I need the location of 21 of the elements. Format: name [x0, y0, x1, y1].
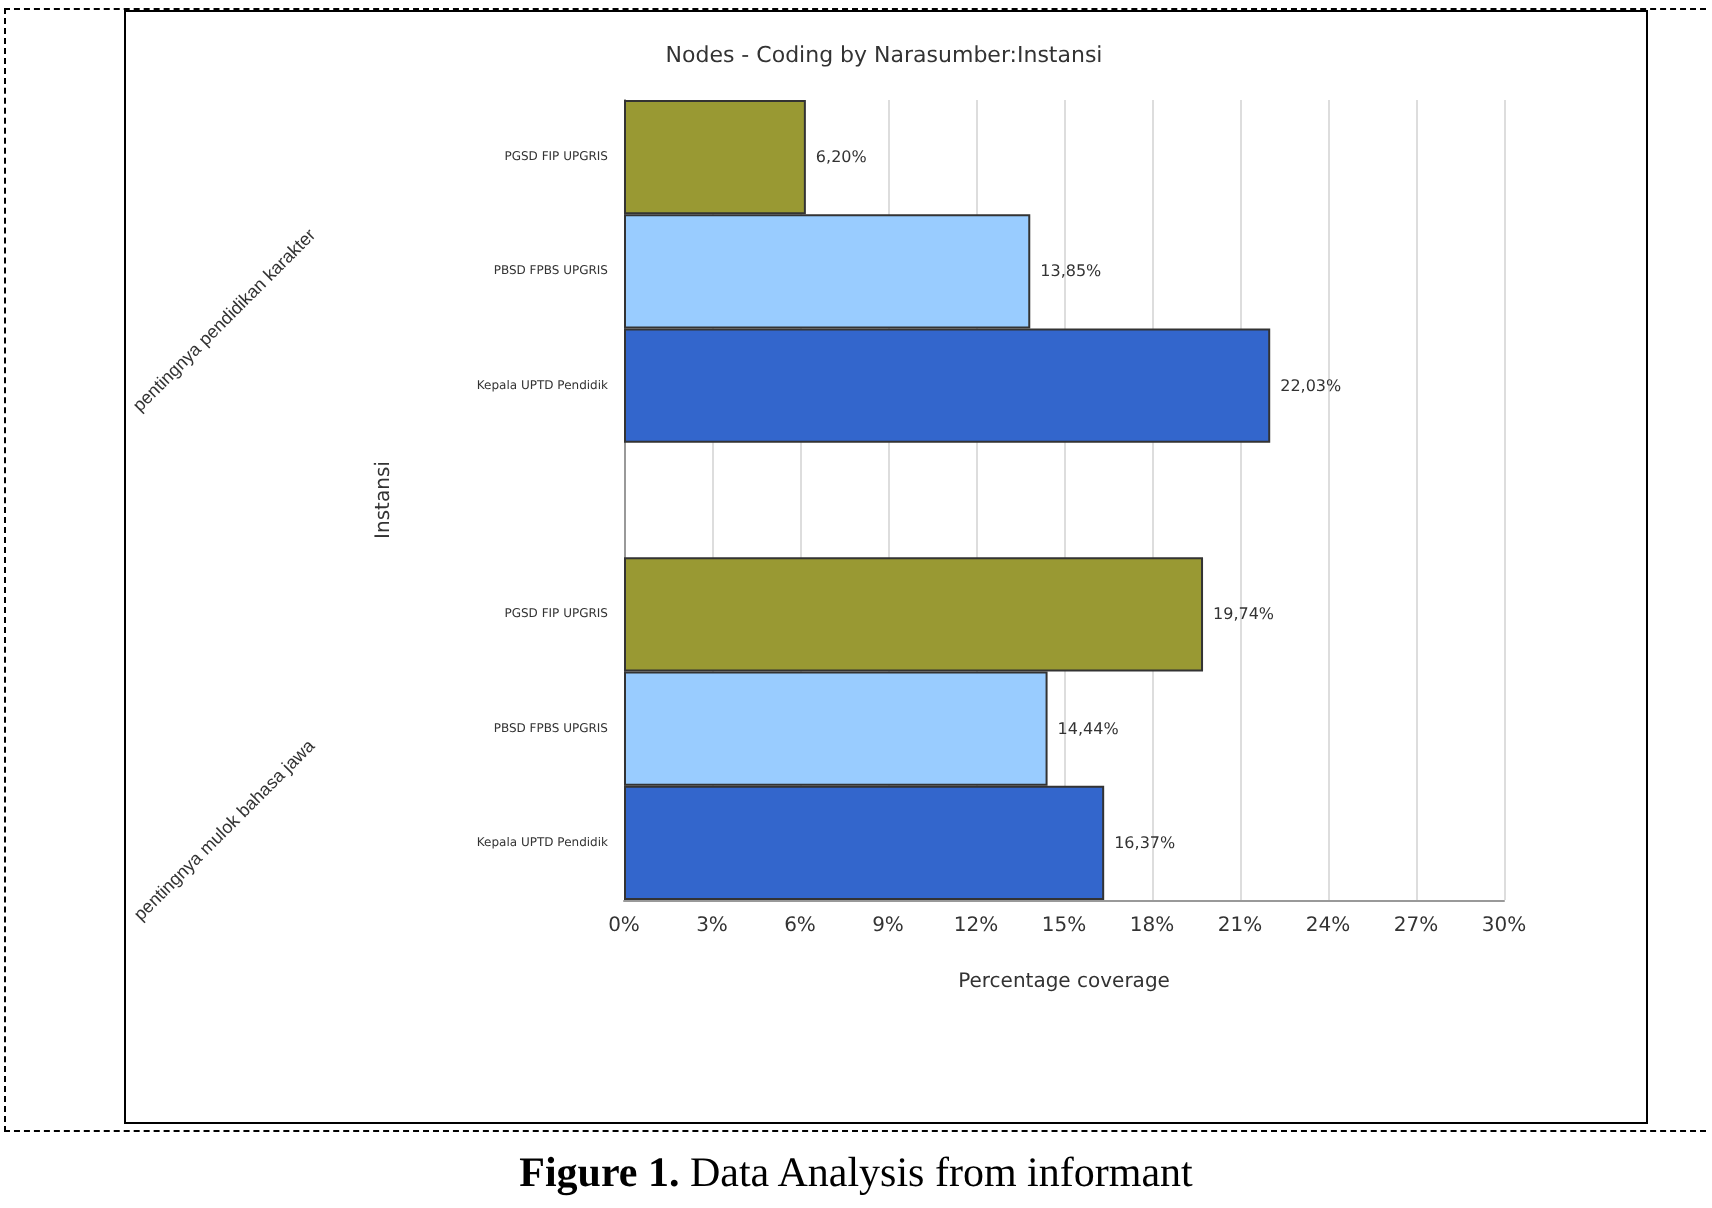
x-tick-label: 21%	[1217, 915, 1263, 937]
data-label: 22,03%	[1280, 376, 1343, 395]
data-label: 19,74%	[1213, 605, 1275, 624]
y-axis-title: Instansi	[373, 461, 395, 539]
data-label: 14,44%	[1057, 719, 1120, 738]
x-tick-label: 15%	[1041, 915, 1087, 937]
x-tick-label: 6%	[784, 915, 816, 937]
x-tick-label: 0%	[608, 915, 640, 937]
x-tick-label: 12%	[953, 915, 999, 937]
x-tick-label: 9%	[872, 915, 904, 937]
data-label: 16,37%	[1114, 833, 1176, 852]
x-tick-label: 30%	[1481, 915, 1527, 937]
x-tick-label: 3%	[696, 915, 728, 937]
caption: Figure 1. Data Analysis from informant	[517, 1148, 1195, 1198]
x-tick-label: 24%	[1305, 915, 1351, 937]
x-tick-label: 27%	[1393, 915, 1439, 937]
x-axis-title: Percentage coverage	[958, 971, 1170, 993]
x-tick-label: 18%	[1129, 915, 1175, 937]
chart-title: Nodes - Coding by Narasumber:Instansi	[665, 42, 1103, 68]
data-label: 13,85%	[1040, 262, 1103, 281]
data-label: 6,20%	[815, 148, 868, 167]
